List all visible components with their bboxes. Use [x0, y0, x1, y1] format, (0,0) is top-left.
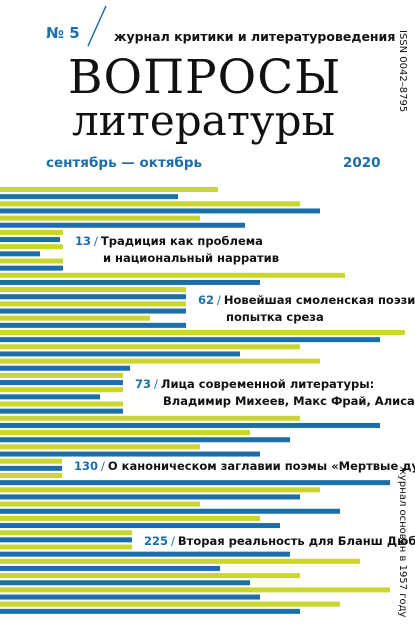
stripe: [0, 187, 218, 192]
stripe: [0, 523, 280, 529]
entry-title: Новейшая смоленская поэзия:: [223, 293, 415, 307]
stripe: [0, 294, 186, 300]
page-number: 73: [135, 377, 152, 391]
entry-title: Традиция как проблема: [100, 234, 263, 248]
stripe: [0, 565, 220, 571]
stripe: [0, 215, 200, 221]
stripe: [0, 444, 200, 450]
stripe: [0, 201, 300, 207]
stripe: [0, 451, 260, 457]
stripe: [0, 222, 245, 228]
stripe: [0, 244, 63, 250]
stripe: [0, 530, 132, 536]
stripe: [0, 258, 63, 264]
contents-entry: 130/О каноническом заглавии поэмы «Мертв…: [74, 458, 415, 475]
slash: [87, 5, 107, 47]
separator: /: [101, 459, 105, 473]
stripe: [0, 380, 123, 386]
stripe: [0, 551, 290, 557]
stripe: [0, 473, 62, 478]
issue-number: № 5: [46, 24, 80, 42]
contents-entry: 73/Лица современной литературы: Владимир …: [135, 376, 415, 410]
stripe: [0, 422, 380, 428]
separator: /: [171, 534, 175, 548]
entry-title: О каноническом заглавии поэмы «Мертвые д…: [107, 459, 415, 473]
separator: /: [154, 377, 158, 391]
stripe: [0, 594, 260, 600]
stripe: [0, 308, 186, 314]
separator: /: [94, 234, 98, 248]
stripe: [0, 501, 200, 507]
stripe: [0, 415, 300, 421]
page-number: 130: [74, 459, 99, 473]
stripe: [0, 544, 132, 550]
stripe: [0, 365, 130, 371]
stripe: [0, 580, 250, 586]
stripe: [0, 358, 320, 364]
title-line: ВОПРОСЫ: [68, 50, 342, 105]
stripe: [0, 573, 300, 579]
stripe: [0, 287, 186, 293]
stripe: [0, 208, 320, 214]
stripe: [0, 372, 123, 378]
stripe: [0, 494, 300, 500]
issue-year: 2020: [343, 155, 381, 171]
stripe: [0, 465, 62, 471]
stripe: [0, 508, 340, 514]
separator: /: [217, 293, 221, 307]
entry-title: Владимир Михеев, Макс Фрай, Алиса Ганиев…: [163, 394, 415, 408]
entry-title: попытка среза: [226, 310, 324, 324]
contents-entry: 62/Новейшая смоленская поэзия: попытка ср…: [198, 292, 415, 326]
stripe: [0, 272, 345, 278]
tagline: журнал критики и литературоведения: [114, 29, 396, 44]
entry-title: Вторая реальность для Бланш Дюбуа: [177, 534, 415, 548]
stripe: [0, 322, 186, 328]
stripe: [0, 437, 290, 443]
stripe: [0, 265, 63, 271]
issn: ISSN 0042–8795: [397, 30, 408, 113]
stripe: [0, 430, 250, 436]
stripe: [0, 401, 123, 407]
page-number: 225: [144, 534, 169, 548]
stripe: [0, 515, 260, 521]
stripe: [0, 487, 320, 493]
stripe: [0, 315, 150, 321]
entry-title: Лица современной литературы:: [160, 377, 375, 391]
stripe: [0, 394, 100, 400]
entry-line: 13/Традиция как проблема: [75, 234, 263, 248]
stripe: [0, 344, 300, 350]
stripe: [0, 408, 123, 414]
stripe: [0, 337, 380, 343]
stripe: [0, 458, 62, 464]
stripe: [0, 301, 186, 307]
stripe: [0, 351, 240, 357]
stripe: [0, 237, 60, 243]
entry-line: 225/Вторая реальность для Бланш Дюбуа: [144, 534, 415, 548]
entry-line: 62/Новейшая смоленская поэзия:: [198, 293, 415, 307]
stripe: [0, 387, 123, 393]
contents-entry: 13/Традиция как проблема и национальный н…: [75, 233, 279, 267]
stripe: [0, 279, 260, 285]
stripe: [0, 194, 178, 200]
title-line: литературы: [72, 96, 335, 145]
stripe: [0, 229, 63, 235]
stripe: [0, 608, 300, 614]
stripe: [0, 601, 340, 607]
entry-line: 73/Лица современной литературы:: [135, 377, 374, 391]
page-number: 13: [75, 234, 92, 248]
stripe: [0, 330, 405, 335]
stripe: [0, 558, 360, 564]
stripe: [0, 587, 390, 593]
issue-months: сентябрь — октябрь: [46, 155, 203, 171]
stripe: [0, 537, 132, 543]
stripe: [0, 251, 40, 257]
contents-entry: 225/Вторая реальность для Бланш Дюбуа: [144, 533, 415, 550]
entry-line: 130/О каноническом заглавии поэмы «Мертв…: [74, 459, 415, 473]
entry-title: и национальный нарратив: [103, 251, 279, 265]
page-number: 62: [198, 293, 215, 307]
stripe: [0, 480, 390, 486]
